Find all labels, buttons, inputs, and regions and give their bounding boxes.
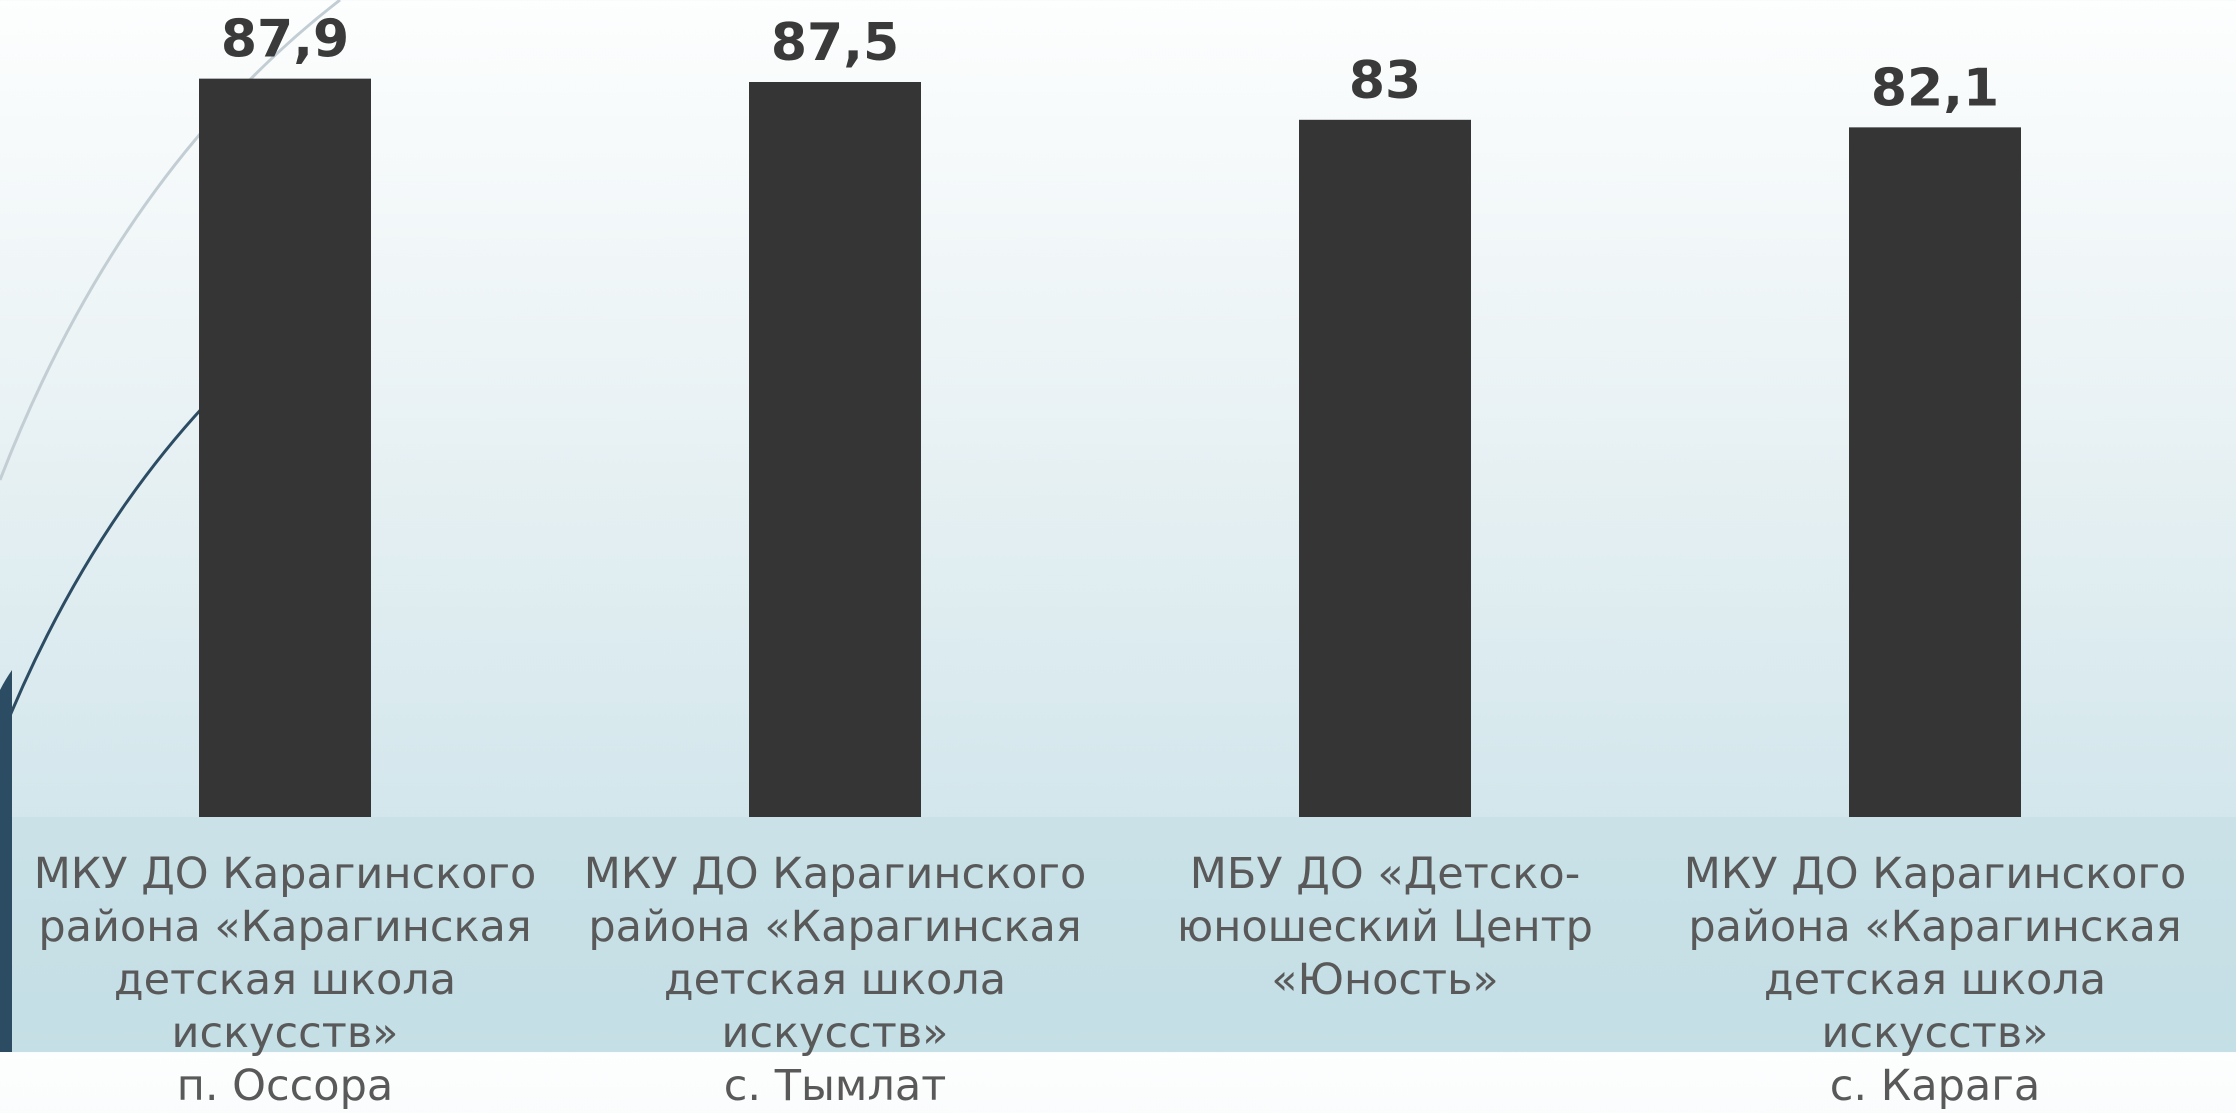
x-tick-label: МКУ ДО Карагинского района «Карагинская …: [583, 849, 1087, 1111]
value-label: 83: [1349, 51, 1421, 111]
decor-edge: [0, 670, 12, 1052]
value-label: 82,1: [1871, 58, 1999, 118]
x-tick-label: МБУ ДО «Детско- юношеский Центр «Юность»: [1177, 849, 1593, 1005]
floor-band: [0, 817, 2236, 1052]
chart: 87,9 87,5 83 82,1: [0, 0, 2236, 1052]
bar: [1849, 127, 2021, 818]
x-tick-label: МКУ ДО Карагинского района «Карагинская …: [33, 849, 537, 1111]
decor-arc: [0, 403, 207, 741]
x-tick-label: МКУ ДО Карагинского района «Карагинская …: [1683, 849, 2187, 1111]
bar: [1299, 119, 1471, 818]
value-label: 87,5: [771, 13, 899, 73]
bar: [199, 78, 371, 817]
decor-arc: [0, 0, 341, 481]
bar: [749, 82, 921, 817]
value-label: 87,9: [221, 10, 349, 70]
